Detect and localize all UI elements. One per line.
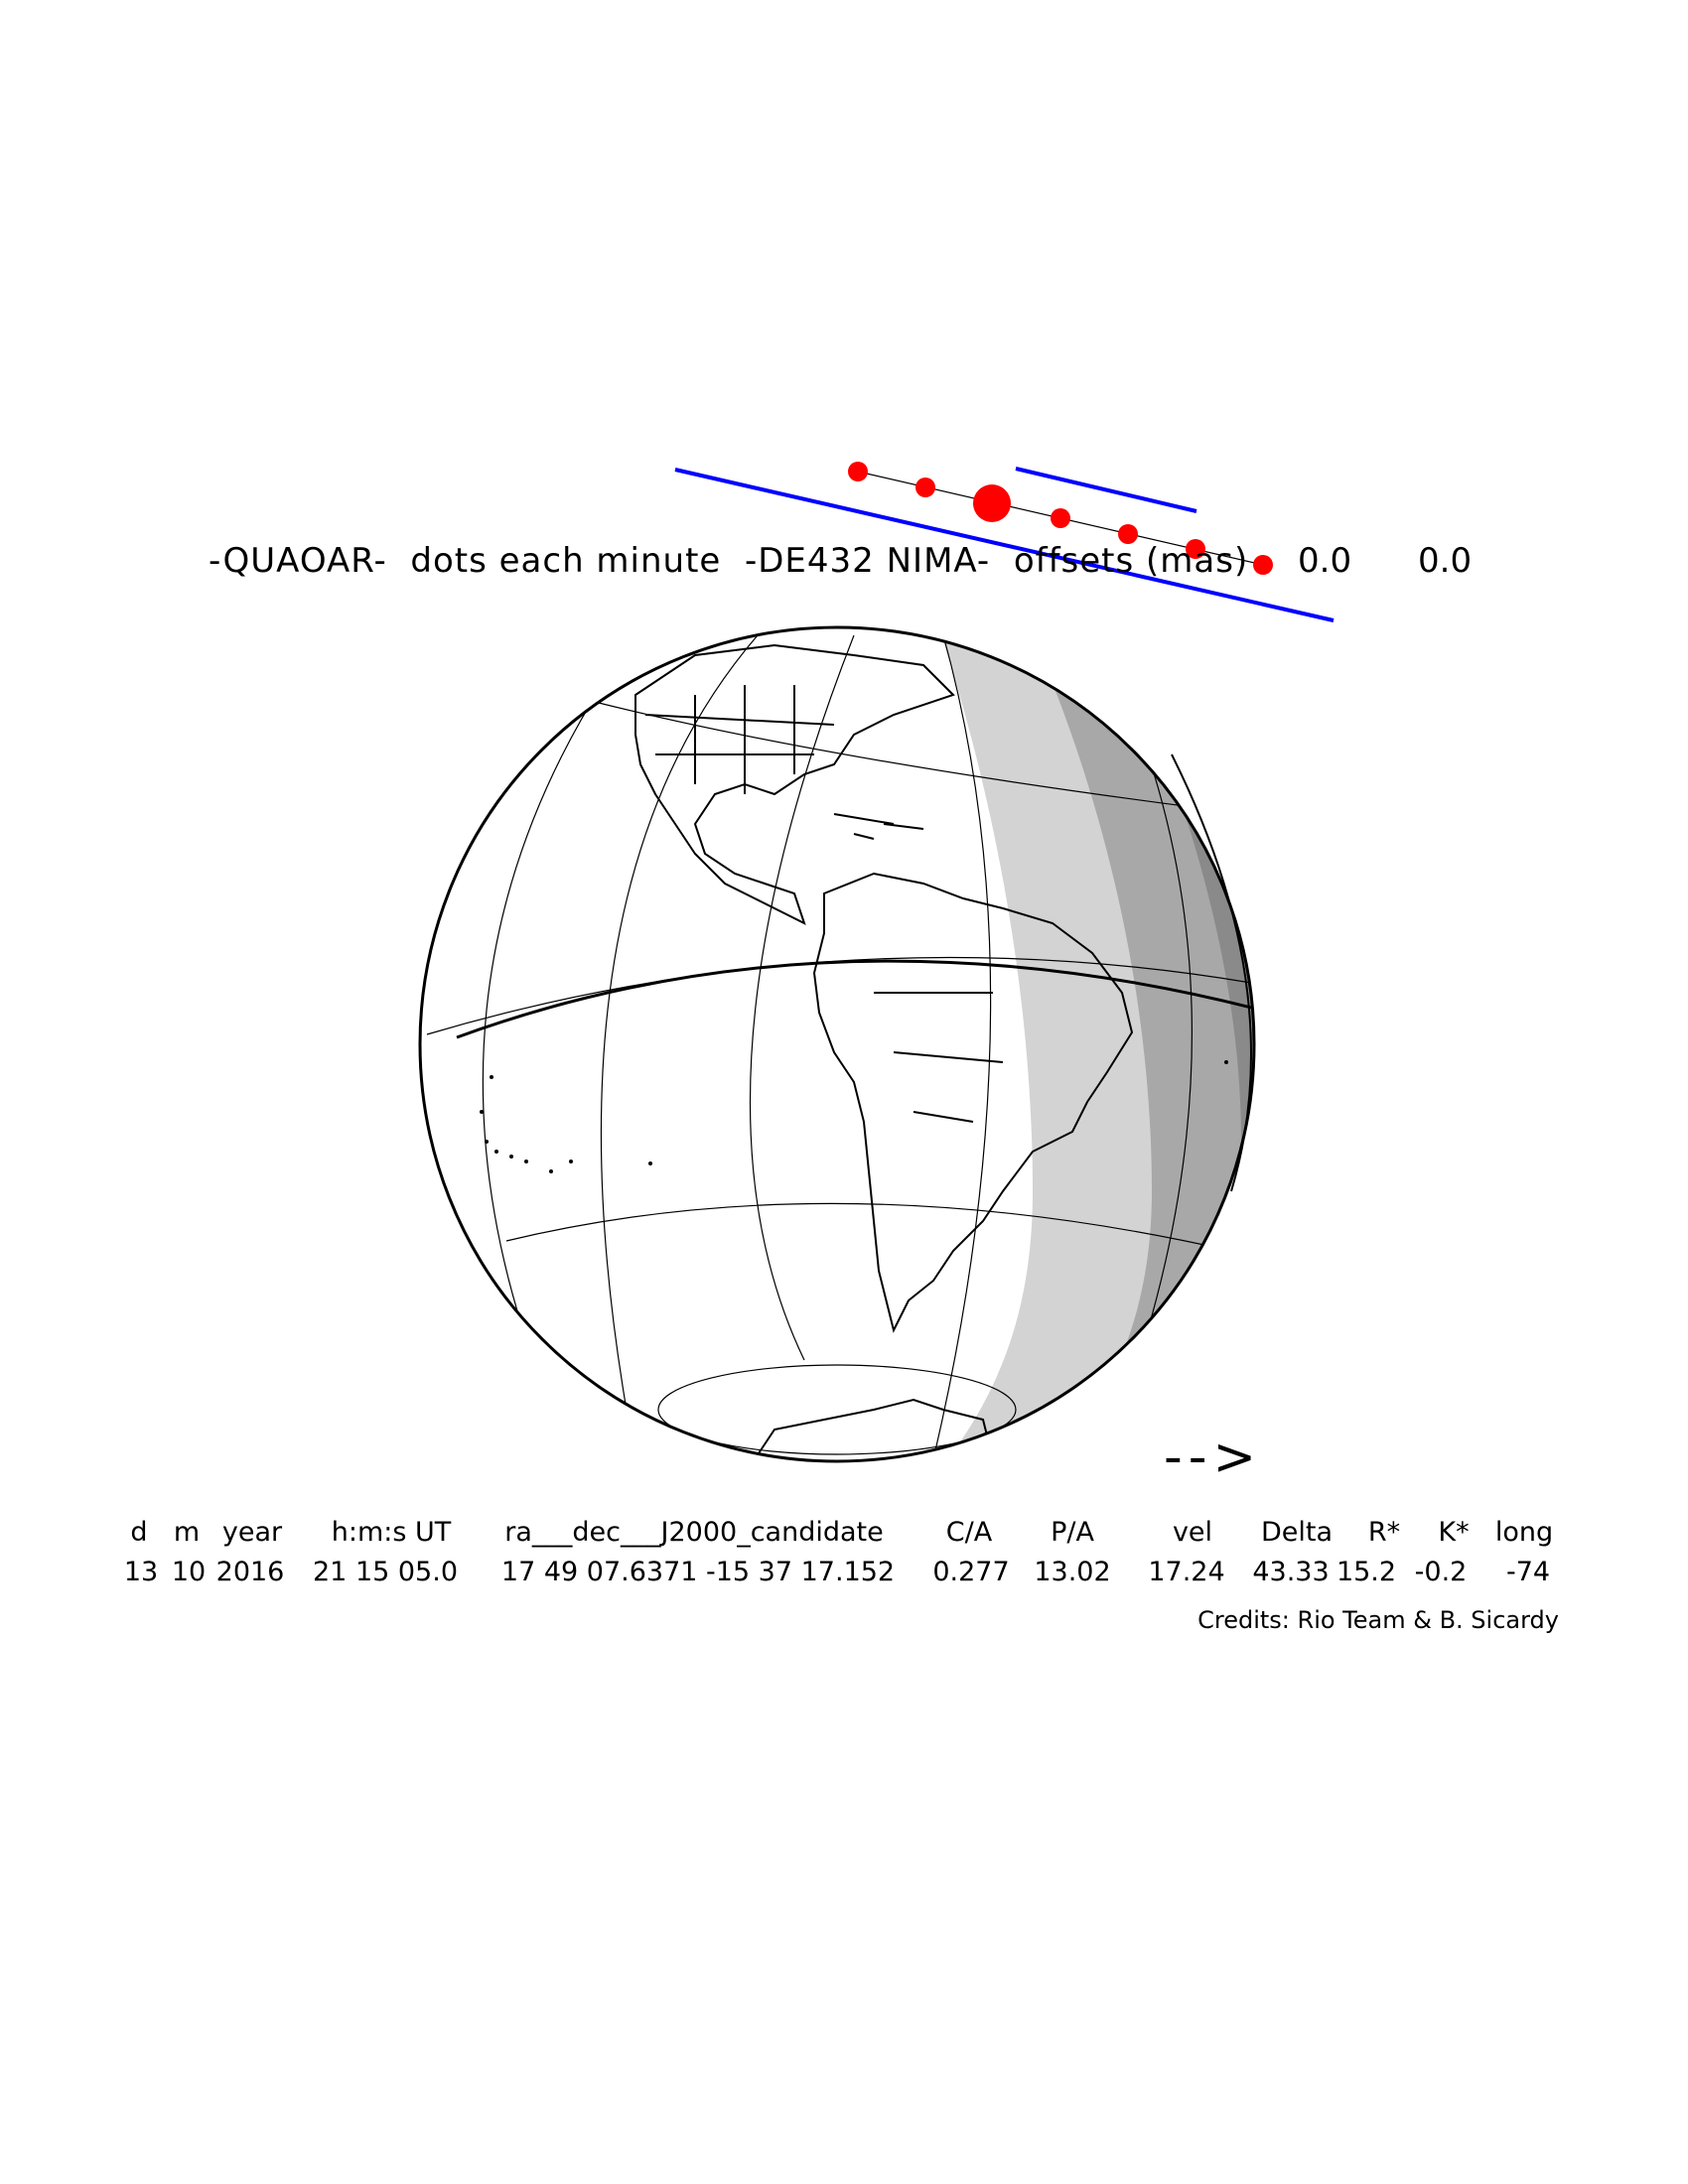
value-vel: 17.24 — [1148, 1557, 1225, 1587]
map-title: -QUAOAR- dots each minute -DE432 NIMA- o… — [209, 541, 1248, 581]
minute-dot — [1118, 524, 1138, 544]
graticule — [426, 627, 1252, 1460]
header-long: long — [1494, 1517, 1554, 1548]
credits: Credits: Rio Team & B. Sicardy — [1197, 1606, 1559, 1634]
value-kstar: -0.2 — [1414, 1557, 1468, 1587]
value-delta: 43.33 — [1252, 1557, 1330, 1587]
globe — [418, 625, 1256, 1463]
header-time: h:m:s UT — [331, 1517, 452, 1548]
shadow-limit-south — [674, 468, 1335, 622]
offset-ra: 0.0 — [1298, 541, 1352, 581]
ephemeris-label: -DE432 NIMA- — [744, 541, 991, 581]
header-vel: vel — [1172, 1517, 1213, 1548]
value-time: 21 15 05.0 — [313, 1557, 458, 1587]
header-year: year — [221, 1517, 283, 1548]
value-long: -74 — [1505, 1557, 1551, 1587]
shadow-limit-north — [1015, 467, 1197, 513]
offsets-label: offsets (mas) — [1013, 541, 1249, 581]
offset-dec: 0.0 — [1418, 541, 1473, 581]
value-pa: 13.02 — [1034, 1557, 1111, 1587]
value-d: 13 — [123, 1557, 159, 1587]
header-kstar: K* — [1438, 1517, 1470, 1548]
header-rstar: R* — [1367, 1517, 1401, 1548]
minute-dot — [1186, 539, 1205, 559]
value-rstar: 15.2 — [1336, 1557, 1397, 1587]
minute-dot — [1051, 508, 1070, 528]
minute-dot — [915, 478, 935, 497]
occultation-path — [674, 462, 1335, 622]
direction-arrow: --> — [1164, 1428, 1263, 1487]
header-ca: C/A — [945, 1517, 993, 1548]
minute-dot — [1253, 555, 1273, 575]
minute-dot — [848, 462, 868, 481]
header-delta: Delta — [1260, 1517, 1334, 1548]
value-ca: 0.277 — [932, 1557, 1010, 1587]
value-coords: 17 49 07.6371 -15 37 17.152 — [500, 1557, 896, 1587]
object-name: -QUAOAR- — [209, 541, 387, 581]
value-year: 2016 — [215, 1557, 285, 1587]
header-pa: P/A — [1051, 1517, 1094, 1548]
dots-note: dots each minute — [410, 541, 722, 581]
header-m: m — [173, 1517, 201, 1548]
header-d: d — [130, 1517, 148, 1548]
header-coords: ra___dec___J2000_candidate — [504, 1517, 884, 1548]
continents — [634, 643, 1134, 1460]
islands — [480, 1060, 1228, 1173]
value-m: 10 — [171, 1557, 207, 1587]
closest-approach-dot — [973, 484, 1011, 522]
